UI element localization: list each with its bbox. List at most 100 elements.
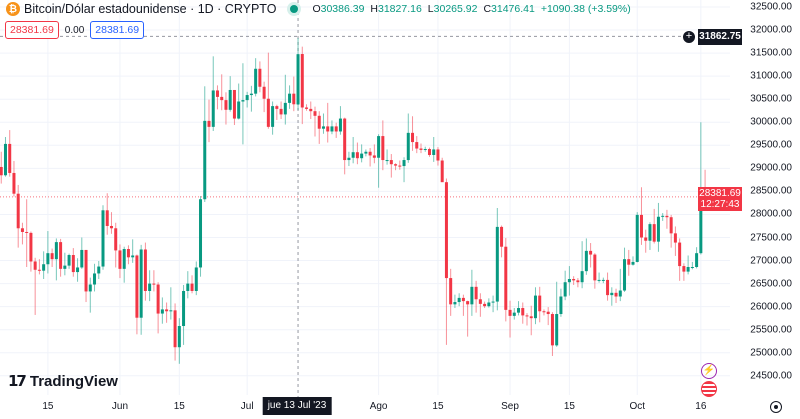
candle-body: [321, 126, 325, 129]
tradingview-logo[interactable]: 𝟭𝟳 TradingView: [8, 372, 118, 391]
candle-body: [678, 242, 682, 267]
sell-button[interactable]: 28381.69: [5, 21, 59, 39]
symbol-header: ₿ Bitcoin/Dólar estadounidense · 1D · CR…: [6, 2, 631, 16]
price-tick-label: 27000.00: [750, 255, 792, 267]
candle-body: [245, 95, 249, 101]
us-flag-icon[interactable]: [701, 381, 717, 397]
candle-body: [483, 303, 487, 307]
price-tick-label: 24500.00: [750, 370, 792, 382]
candle-body: [215, 90, 219, 97]
price-tick-label: 32500.00: [750, 1, 792, 13]
price-tick-label: 26500.00: [750, 278, 792, 290]
candle-body: [29, 232, 33, 262]
candle-body: [402, 160, 406, 167]
candle-body: [669, 217, 673, 234]
candle-body: [385, 160, 389, 162]
candle-body: [148, 283, 152, 291]
candle-body: [54, 242, 58, 260]
candle-body: [97, 266, 101, 274]
candle-body: [305, 107, 309, 109]
candle-body: [131, 255, 135, 258]
change-value: +1090.38 (+3.59%): [540, 3, 631, 15]
candle-body: [326, 126, 330, 132]
candle-body: [500, 226, 504, 247]
candle-body: [699, 190, 703, 254]
candle-body: [525, 315, 529, 317]
lightning-icon[interactable]: ⚡: [701, 363, 717, 379]
candle-body: [105, 210, 109, 226]
candle-body: [33, 261, 37, 270]
settings-icon[interactable]: [770, 401, 782, 413]
buy-button[interactable]: 28381.69: [90, 21, 145, 39]
time-tick-label: 16: [695, 401, 707, 412]
candle-body: [207, 120, 211, 127]
time-tick-label: Ago: [369, 401, 388, 412]
candle-body: [143, 249, 147, 291]
candle-body: [334, 126, 338, 132]
candle-body: [440, 160, 444, 183]
candle-body: [686, 267, 690, 272]
candle-body: [389, 160, 393, 165]
candle-body: [411, 132, 415, 143]
plus-circle-icon[interactable]: +: [682, 30, 696, 44]
candle-body: [432, 149, 436, 155]
candle-body: [351, 152, 355, 158]
high-value: 31827.16: [378, 3, 422, 15]
candle-body: [474, 286, 478, 300]
candle-body: [8, 143, 12, 173]
symbol-title[interactable]: Bitcoin/Dólar estadounidense · 1D · CRYP…: [24, 2, 277, 16]
candle-body: [517, 308, 521, 313]
candle-body: [546, 311, 550, 315]
bitcoin-icon: ₿: [6, 2, 20, 16]
candle-body: [690, 267, 694, 269]
crosshair-price-label: 31862.75: [698, 29, 742, 45]
open-label: O: [312, 3, 321, 15]
candle-body: [644, 237, 648, 241]
candle-body: [682, 266, 686, 272]
candle-body: [584, 250, 588, 272]
price-tick-label: 32000.00: [750, 24, 792, 36]
candle-body: [623, 259, 627, 291]
candle-body: [296, 54, 300, 105]
candle-body: [487, 302, 491, 307]
candle-body: [330, 126, 334, 132]
candle-body: [228, 89, 232, 110]
candle-body: [241, 100, 245, 102]
candle-body: [25, 231, 29, 233]
candle-body: [338, 118, 342, 132]
candle-body: [63, 265, 67, 269]
candle-body: [597, 279, 601, 281]
candle-body: [118, 250, 122, 269]
candle-body: [135, 255, 139, 318]
bar-countdown: 12:27:43: [700, 199, 740, 210]
logo-text: TradingView: [29, 372, 118, 390]
candle-body: [364, 151, 368, 154]
candle-body: [355, 152, 359, 159]
candle-body: [542, 311, 546, 313]
candle-body: [627, 259, 631, 265]
candle-body: [639, 214, 643, 238]
candle-body: [182, 290, 186, 327]
candle-body: [288, 93, 292, 103]
candle-body: [427, 148, 431, 155]
candle-body: [249, 93, 253, 96]
candle-body: [46, 253, 50, 265]
price-tick-label: 25000.00: [750, 347, 792, 359]
candle-body: [203, 120, 207, 200]
candle-body: [635, 214, 639, 262]
candle-body: [279, 108, 283, 115]
candle-body: [258, 68, 262, 87]
candle-body: [156, 284, 160, 314]
candle-body: [665, 215, 669, 218]
candle-body: [576, 280, 580, 283]
candle-body: [436, 149, 440, 161]
candle-body: [80, 249, 84, 268]
price-tick-label: 30000.00: [750, 116, 792, 128]
candle-body: [593, 254, 597, 281]
candle-body: [309, 108, 313, 112]
crosshair-date-label: jue 13 Jul '23: [262, 397, 332, 415]
candle-body: [512, 312, 516, 316]
candle-body: [300, 54, 304, 108]
candle-body: [559, 296, 563, 315]
